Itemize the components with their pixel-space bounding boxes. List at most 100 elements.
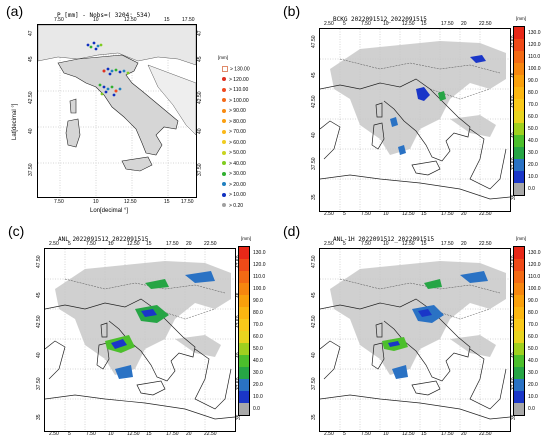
colorbar-swatch [514, 343, 524, 355]
tick-label: 20 [461, 21, 467, 27]
legend-marker [222, 140, 226, 145]
colorbar-label: 120.0 [528, 42, 541, 48]
tick-label: 22.50 [479, 211, 492, 217]
colorbar-swatch [514, 171, 524, 183]
tick-label: 15 [421, 211, 427, 217]
tick-label: 15 [421, 241, 427, 247]
legend-label: > 20.00 [229, 181, 246, 188]
tick-label: 17.50 [441, 241, 454, 247]
panel-d: (d) ANL-1H 2022091512_2022091515 2.50 5 7.50… [275, 220, 550, 440]
tick-label: 47.50 [311, 255, 317, 268]
colorbar-label: 120.0 [528, 262, 541, 268]
tick-label: 10 [383, 211, 389, 217]
colorbar-swatch [514, 159, 524, 171]
tick-label: 22.50 [204, 241, 217, 247]
colorbar-label: 20.0 [528, 382, 538, 388]
tick-label: 20 [461, 431, 467, 437]
tick-label: 7.50 [54, 17, 64, 23]
colorbar-label: 80.0 [253, 310, 263, 316]
tick-label: 22.50 [204, 431, 217, 437]
colorbar-swatch [239, 259, 249, 271]
tick-label: 40 [28, 128, 34, 134]
tick-label: 7.50 [54, 199, 64, 205]
legend-entry: > 20.00 [222, 182, 246, 188]
colorbar [238, 246, 250, 416]
tick-label: 15 [421, 431, 427, 437]
tick-label: 10 [108, 431, 114, 437]
panel-letter-c: (c) [8, 223, 25, 239]
tick-label: 45 [311, 72, 317, 78]
tick-label: 7.50 [361, 21, 371, 27]
legend-entry: > 80.00 [222, 119, 246, 125]
tick-label: 42.50 [311, 95, 317, 108]
tick-label: 35 [311, 414, 317, 420]
legend-marker [222, 108, 226, 113]
colorbar-label: 110.0 [253, 274, 266, 280]
colorbar-label: 100.0 [528, 286, 541, 292]
panel-a: (a) P [mm] - Nobs=( 3204: 534) [0, 0, 275, 220]
tick-label: 15 [421, 21, 427, 27]
colorbar-swatch [514, 355, 524, 367]
colorbar-swatch [514, 247, 524, 259]
legend-label: > 0.20 [229, 202, 244, 209]
tick-label: 42.50 [36, 315, 42, 328]
tick-label: 10 [93, 17, 99, 23]
tick-label: 42.50 [311, 315, 317, 328]
colorbar-label: 50.0 [528, 346, 538, 352]
panel-a-observation-dots [86, 41, 130, 97]
tick-label: 40 [197, 128, 203, 134]
legend-entry: > 40.00 [222, 161, 246, 167]
colorbar-swatch [514, 391, 524, 403]
colorbar-swatch [514, 307, 524, 319]
tick-label: 37.50 [311, 157, 317, 170]
tick-label: 17.50 [166, 241, 179, 247]
tick-label: 10 [383, 241, 389, 247]
legend-marker [222, 87, 226, 92]
colorbar-swatch [239, 355, 249, 367]
colorbar-swatch [514, 183, 524, 195]
tick-label: 47.50 [36, 255, 42, 268]
tick-label: 17.50 [441, 21, 454, 27]
tick-label: 7.50 [86, 241, 96, 247]
tick-label: 10 [108, 241, 114, 247]
panel-a-ylabel: Lat[decimal °] [12, 103, 18, 140]
colorbar-label: 60.0 [253, 334, 263, 340]
legend-marker [222, 66, 228, 72]
colorbar-label: 0.0 [528, 186, 535, 192]
legend-label: > 40.00 [229, 160, 246, 167]
tick-label: 17.50 [181, 199, 194, 205]
panel-d-map-frame [319, 248, 511, 432]
legend-marker [222, 77, 226, 82]
tick-label: 47 [197, 30, 203, 36]
panel-c-title: ANL 2022091512_2022091515 [58, 236, 149, 243]
colorbar-label: 90.0 [528, 298, 538, 304]
colorbar-swatch [239, 367, 249, 379]
tick-label: 15 [164, 199, 170, 205]
legend-marker [222, 129, 226, 134]
colorbar-label: 10.0 [528, 394, 538, 400]
tick-label: 10 [383, 431, 389, 437]
colorbar-swatch [514, 99, 524, 111]
colorbar-label: 130.0 [528, 250, 541, 256]
tick-label: 37.50 [311, 377, 317, 390]
tick-label: 12.50 [402, 241, 415, 247]
colorbar [513, 246, 525, 416]
colorbar-label: 20.0 [253, 382, 263, 388]
panel-a-xlabel: Lon[decimal °] [90, 208, 129, 214]
tick-label: 2.50 [324, 241, 334, 247]
colorbar-label: 70.0 [253, 322, 263, 328]
tick-label: 22.50 [479, 241, 492, 247]
legend-marker [222, 182, 226, 187]
legend-entry: > 100.00 [222, 98, 249, 104]
tick-label: 15 [146, 241, 152, 247]
colorbar-unit: [mm] [516, 16, 526, 21]
colorbar-swatch [514, 27, 524, 39]
map-canvas [320, 249, 510, 431]
tick-label: 17.50 [441, 431, 454, 437]
legend-marker [222, 192, 226, 197]
colorbar-swatch [514, 147, 524, 159]
colorbar-label: 0.0 [528, 406, 535, 412]
panel-a-map [38, 25, 196, 197]
colorbar-swatch [514, 259, 524, 271]
tick-label: 2.50 [49, 241, 59, 247]
